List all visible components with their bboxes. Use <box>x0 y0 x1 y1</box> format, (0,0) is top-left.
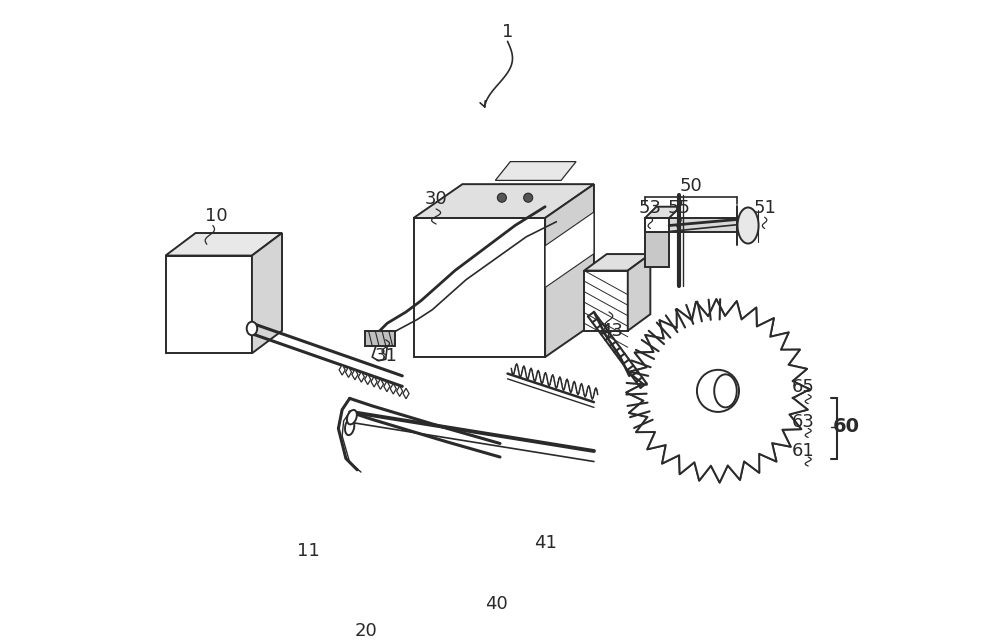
Text: 11: 11 <box>297 542 320 560</box>
Polygon shape <box>414 218 545 357</box>
Polygon shape <box>346 367 352 377</box>
Ellipse shape <box>247 322 257 336</box>
Ellipse shape <box>714 374 737 408</box>
Polygon shape <box>645 218 737 231</box>
Polygon shape <box>358 372 364 382</box>
Ellipse shape <box>345 419 354 435</box>
Text: 53: 53 <box>639 199 662 217</box>
Text: 20: 20 <box>355 622 378 640</box>
Polygon shape <box>628 254 650 331</box>
Text: 50: 50 <box>680 176 702 194</box>
Circle shape <box>497 193 506 202</box>
Ellipse shape <box>738 207 759 243</box>
Polygon shape <box>495 162 576 180</box>
Polygon shape <box>584 270 628 331</box>
Polygon shape <box>384 381 390 392</box>
Text: 63: 63 <box>791 413 814 431</box>
Polygon shape <box>645 207 680 218</box>
Polygon shape <box>645 231 669 267</box>
Polygon shape <box>403 388 409 399</box>
Text: 40: 40 <box>485 594 508 612</box>
Text: 61: 61 <box>792 442 814 460</box>
Polygon shape <box>352 369 358 380</box>
Polygon shape <box>414 184 594 218</box>
Polygon shape <box>397 386 403 397</box>
Text: 43: 43 <box>600 322 623 340</box>
Polygon shape <box>545 184 594 357</box>
Circle shape <box>524 193 533 202</box>
Polygon shape <box>545 212 594 287</box>
Text: 30: 30 <box>425 190 447 208</box>
Polygon shape <box>377 379 383 389</box>
Polygon shape <box>365 374 371 384</box>
Polygon shape <box>166 256 252 354</box>
Text: 31: 31 <box>374 347 397 365</box>
Text: 10: 10 <box>205 207 227 225</box>
Text: 41: 41 <box>534 534 557 552</box>
Text: 51: 51 <box>753 199 776 217</box>
Circle shape <box>697 370 739 412</box>
Polygon shape <box>390 384 396 394</box>
Text: 1: 1 <box>502 23 513 41</box>
Text: 55: 55 <box>667 199 690 217</box>
Polygon shape <box>371 376 377 387</box>
Polygon shape <box>645 218 669 231</box>
Polygon shape <box>166 233 282 256</box>
Polygon shape <box>252 233 282 354</box>
Polygon shape <box>626 299 810 482</box>
Polygon shape <box>365 331 395 346</box>
Ellipse shape <box>347 410 357 424</box>
Text: 60: 60 <box>832 417 859 437</box>
Polygon shape <box>339 365 345 375</box>
Text: 65: 65 <box>791 378 814 396</box>
Polygon shape <box>584 254 650 270</box>
